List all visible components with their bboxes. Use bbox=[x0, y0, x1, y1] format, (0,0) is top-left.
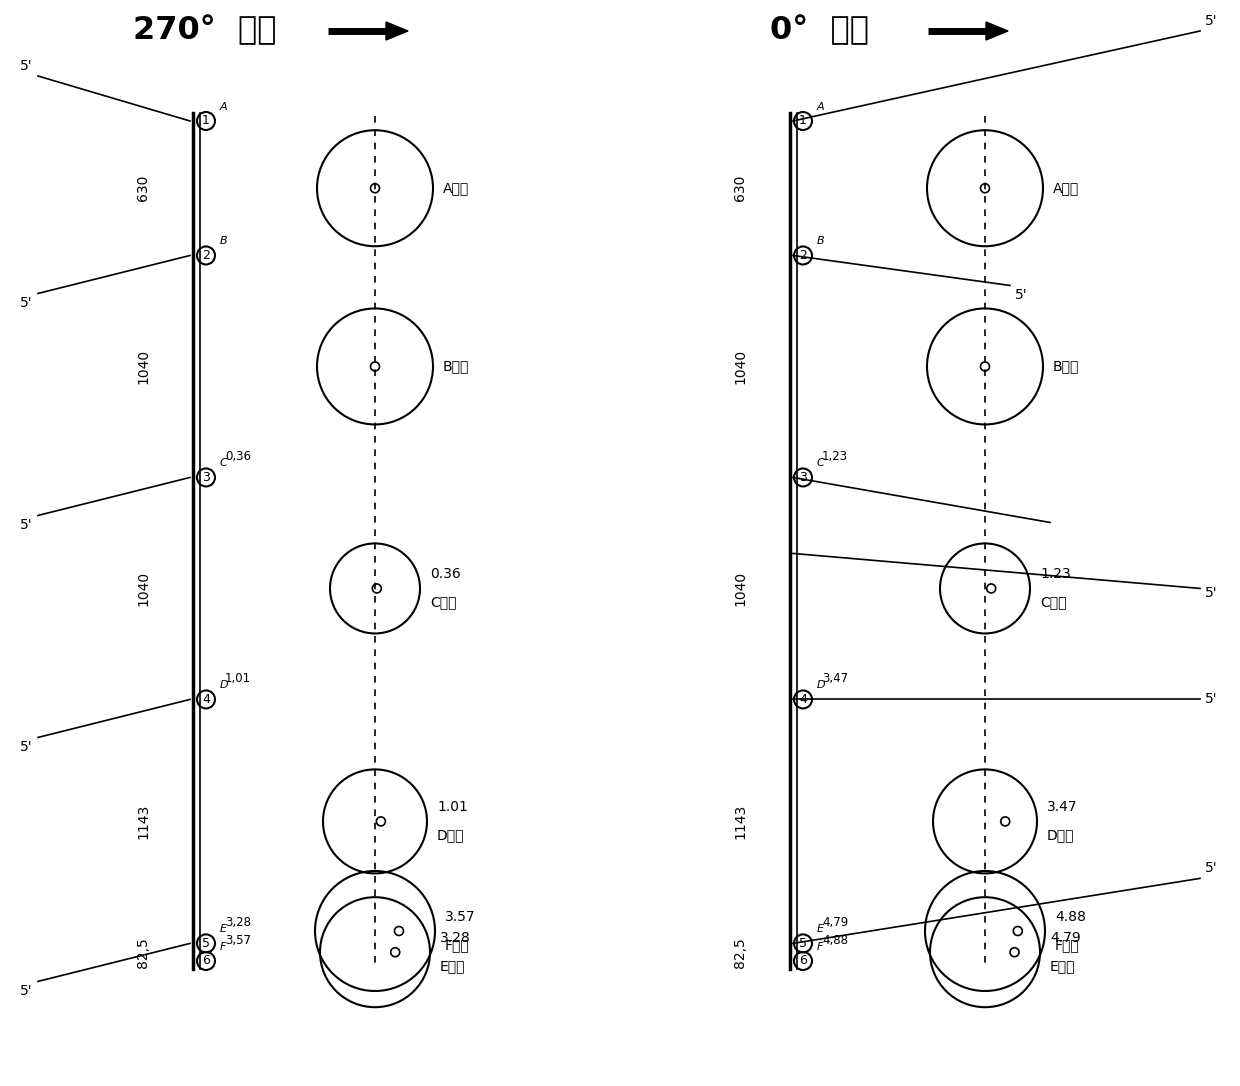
Text: 1040: 1040 bbox=[733, 349, 746, 384]
Text: A放大: A放大 bbox=[1053, 181, 1079, 195]
Text: 5': 5' bbox=[1205, 586, 1218, 601]
Text: 4.79: 4.79 bbox=[1050, 931, 1081, 945]
Text: 5': 5' bbox=[20, 59, 33, 73]
Text: 1040: 1040 bbox=[136, 349, 150, 384]
Text: A: A bbox=[219, 102, 228, 112]
Text: B: B bbox=[817, 237, 825, 247]
Text: E放大: E放大 bbox=[440, 959, 465, 973]
Text: D: D bbox=[219, 681, 228, 691]
Text: 3: 3 bbox=[799, 471, 807, 484]
Text: E: E bbox=[219, 924, 227, 934]
Text: 1040: 1040 bbox=[733, 571, 746, 606]
Text: 5: 5 bbox=[799, 937, 807, 950]
Text: F: F bbox=[817, 942, 823, 952]
Text: 3: 3 bbox=[202, 471, 210, 484]
Text: 4,79: 4,79 bbox=[822, 917, 848, 930]
Text: 3,47: 3,47 bbox=[822, 672, 848, 685]
Text: 1,01: 1,01 bbox=[224, 672, 252, 685]
Text: 1: 1 bbox=[799, 114, 807, 127]
Text: 5': 5' bbox=[20, 741, 33, 755]
Text: C: C bbox=[219, 458, 228, 468]
Text: 4.88: 4.88 bbox=[1055, 910, 1086, 924]
Text: 5': 5' bbox=[1205, 14, 1218, 28]
Text: 0.36: 0.36 bbox=[430, 568, 461, 581]
Text: 82,5: 82,5 bbox=[136, 937, 150, 968]
Text: 82,5: 82,5 bbox=[733, 937, 746, 968]
Text: 4,88: 4,88 bbox=[822, 934, 848, 947]
Text: 2: 2 bbox=[799, 249, 807, 262]
Text: 3.28: 3.28 bbox=[440, 931, 471, 945]
Text: 3,28: 3,28 bbox=[224, 917, 250, 930]
Text: 1: 1 bbox=[202, 114, 210, 127]
Text: 4: 4 bbox=[202, 693, 210, 706]
Text: 5': 5' bbox=[20, 296, 33, 311]
Text: 1040: 1040 bbox=[136, 571, 150, 606]
Text: 1143: 1143 bbox=[136, 804, 150, 839]
Text: B: B bbox=[219, 237, 228, 247]
Text: F放大: F放大 bbox=[1055, 938, 1080, 952]
Text: 2: 2 bbox=[202, 249, 210, 262]
Text: 1.23: 1.23 bbox=[1040, 568, 1071, 581]
Text: 1.01: 1.01 bbox=[436, 800, 467, 814]
Polygon shape bbox=[386, 22, 408, 40]
Text: B放大: B放大 bbox=[443, 359, 470, 374]
Text: A: A bbox=[817, 102, 825, 112]
Text: B放大: B放大 bbox=[1053, 359, 1079, 374]
Text: 4: 4 bbox=[799, 693, 807, 706]
Text: 3,57: 3,57 bbox=[224, 934, 250, 947]
Text: 1,23: 1,23 bbox=[822, 451, 848, 464]
Text: 5': 5' bbox=[20, 518, 33, 532]
Polygon shape bbox=[986, 22, 1008, 40]
Text: 0,36: 0,36 bbox=[224, 451, 250, 464]
Text: 3.47: 3.47 bbox=[1047, 800, 1078, 814]
Text: A放大: A放大 bbox=[443, 181, 469, 195]
Text: E: E bbox=[817, 924, 825, 934]
Text: D: D bbox=[817, 681, 826, 691]
Text: 5': 5' bbox=[1205, 693, 1218, 706]
Text: 630: 630 bbox=[136, 175, 150, 201]
Text: D放大: D放大 bbox=[436, 829, 465, 843]
Text: 1143: 1143 bbox=[733, 804, 746, 839]
Text: 630: 630 bbox=[733, 175, 746, 201]
Text: E放大: E放大 bbox=[1050, 959, 1075, 973]
Text: D放大: D放大 bbox=[1047, 829, 1075, 843]
Text: F放大: F放大 bbox=[445, 938, 470, 952]
Text: F: F bbox=[219, 942, 227, 952]
Text: 5': 5' bbox=[1016, 289, 1028, 303]
Text: 0°  方向: 0° 方向 bbox=[770, 15, 869, 47]
Text: 5': 5' bbox=[20, 984, 33, 998]
Text: 6: 6 bbox=[799, 955, 807, 968]
Text: 270°  方向: 270° 方向 bbox=[133, 15, 277, 47]
Text: 5': 5' bbox=[1205, 861, 1218, 875]
Text: 3.57: 3.57 bbox=[445, 910, 476, 924]
Text: 6: 6 bbox=[202, 955, 210, 968]
Text: C放大: C放大 bbox=[1040, 595, 1066, 609]
Text: C放大: C放大 bbox=[430, 595, 456, 609]
Text: C: C bbox=[817, 458, 825, 468]
Text: 5: 5 bbox=[202, 937, 210, 950]
